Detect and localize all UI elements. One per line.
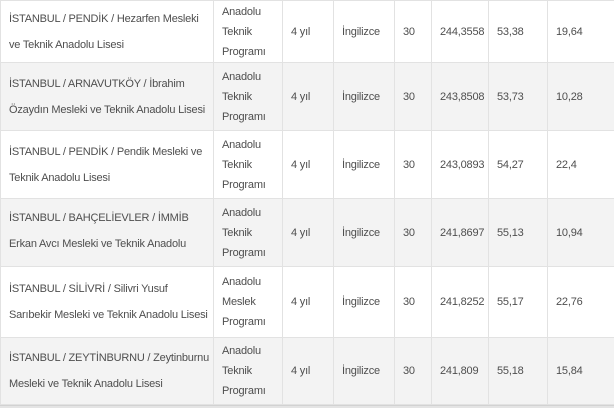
cell-quota: 30 bbox=[394, 130, 432, 199]
cell-language: İngilizce bbox=[333, 0, 395, 63]
cell-duration: 4 yıl bbox=[282, 198, 334, 267]
table-row: İSTANBUL / ZEYTİNBURNU / Zeytinburnu Mes… bbox=[0, 337, 614, 405]
program-name: Anadolu Teknik Programı bbox=[222, 5, 266, 58]
school-name: İSTANBUL / PENDİK / Hezarfen Mesleki ve … bbox=[9, 12, 199, 51]
cell-quota: 30 bbox=[394, 62, 432, 131]
cell-language: İngilizce bbox=[333, 337, 395, 405]
program-name: Anadolu Teknik Programı bbox=[222, 138, 266, 191]
cell-duration: 4 yıl bbox=[282, 62, 334, 131]
cell-school: İSTANBUL / PENDİK / Pendik Mesleki ve Te… bbox=[0, 130, 214, 199]
school-name: İSTANBUL / ZEYTİNBURNU / Zeytinburnu Mes… bbox=[9, 352, 210, 390]
cell-duration: 4 yıl bbox=[282, 130, 334, 199]
cell-metric: 15,84 bbox=[547, 337, 614, 405]
program-name: Anadolu Teknik Programı bbox=[222, 70, 266, 123]
cell-metric: 22,4 bbox=[547, 130, 614, 199]
cell-score: 243,0893 bbox=[431, 130, 489, 199]
cell-score: 241,809 bbox=[431, 337, 489, 405]
cell-percentile: 53,38 bbox=[488, 0, 548, 63]
cell-metric: 22,76 bbox=[547, 266, 614, 338]
cell-percentile: 55,18 bbox=[488, 337, 548, 405]
table-row: İSTANBUL / PENDİK / Hezarfen Mesleki ve … bbox=[0, 0, 614, 63]
cell-percentile: 54,27 bbox=[488, 130, 548, 199]
cell-percentile: 55,13 bbox=[488, 198, 548, 267]
school-name: İSTANBUL / BAHÇELİEVLER / İMMİB Erkan Av… bbox=[9, 211, 189, 250]
cell-metric: 10,94 bbox=[547, 198, 614, 267]
school-name: İSTANBUL / PENDİK / Pendik Mesleki ve Te… bbox=[9, 145, 203, 184]
cell-percentile: 53,73 bbox=[488, 62, 548, 131]
program-name: Anadolu Teknik Programı bbox=[222, 345, 266, 397]
cell-score: 241,8697 bbox=[431, 198, 489, 267]
cell-duration: 4 yıl bbox=[282, 0, 334, 63]
cell-school: İSTANBUL / SİLİVRİ / Silivri Yusuf Sarıb… bbox=[0, 266, 214, 338]
cell-score: 243,8508 bbox=[431, 62, 489, 131]
cell-language: İngilizce bbox=[333, 130, 395, 199]
cell-percentile: 55,17 bbox=[488, 266, 548, 338]
cell-quota: 30 bbox=[394, 266, 432, 338]
program-name: Anadolu Teknik Programı bbox=[222, 206, 266, 259]
cell-score: 241,8252 bbox=[431, 266, 489, 338]
cell-program: Anadolu Teknik Programı bbox=[213, 337, 283, 405]
table-row: İSTANBUL / PENDİK / Pendik Mesleki ve Te… bbox=[0, 130, 614, 199]
cell-metric: 10,28 bbox=[547, 62, 614, 131]
table-row: İSTANBUL / ARNAVUTKÖY / İbrahim Özaydın … bbox=[0, 62, 614, 131]
cell-school: İSTANBUL / PENDİK / Hezarfen Mesleki ve … bbox=[0, 0, 214, 63]
table-row: İSTANBUL / SİLİVRİ / Silivri Yusuf Sarıb… bbox=[0, 266, 614, 338]
cell-program: Anadolu Teknik Programı bbox=[213, 62, 283, 131]
cell-school: İSTANBUL / ZEYTİNBURNU / Zeytinburnu Mes… bbox=[0, 337, 214, 405]
cell-school: İSTANBUL / BAHÇELİEVLER / İMMİB Erkan Av… bbox=[0, 198, 214, 267]
cell-program: Anadolu Teknik Programı bbox=[213, 130, 283, 199]
cell-language: İngilizce bbox=[333, 266, 395, 338]
cell-program: Anadolu Teknik Programı bbox=[213, 0, 283, 63]
table-row: İSTANBUL / BAHÇELİEVLER / İMMİB Erkan Av… bbox=[0, 198, 614, 267]
cell-program: Anadolu Teknik Programı bbox=[213, 198, 283, 267]
cell-program: Anadolu Meslek Programı bbox=[213, 266, 283, 338]
cell-quota: 30 bbox=[394, 0, 432, 63]
school-name: İSTANBUL / ARNAVUTKÖY / İbrahim Özaydın … bbox=[9, 77, 206, 116]
school-name: İSTANBUL / SİLİVRİ / Silivri Yusuf Sarıb… bbox=[9, 283, 208, 321]
cell-duration: 4 yıl bbox=[282, 266, 334, 338]
cell-language: İngilizce bbox=[333, 198, 395, 267]
cell-metric: 19,64 bbox=[547, 0, 614, 63]
cell-language: İngilizce bbox=[333, 62, 395, 131]
cell-school: İSTANBUL / ARNAVUTKÖY / İbrahim Özaydın … bbox=[0, 62, 214, 131]
cell-score: 244,3558 bbox=[431, 0, 489, 63]
table-cutoff-strip bbox=[0, 405, 614, 408]
cell-quota: 30 bbox=[394, 337, 432, 405]
cell-quota: 30 bbox=[394, 198, 432, 267]
program-name: Anadolu Meslek Programı bbox=[222, 276, 266, 328]
cell-duration: 4 yıl bbox=[282, 337, 334, 405]
